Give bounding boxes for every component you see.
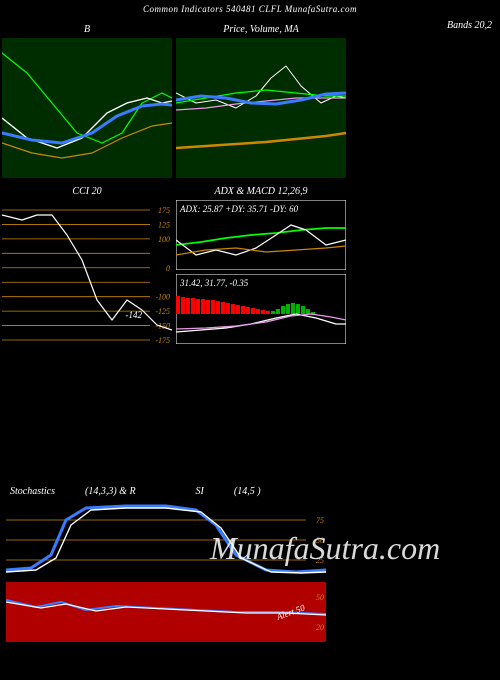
- chart-adx: ADX: 25.87 +DY: 35.71 -DY: 60: [176, 200, 346, 270]
- panel-bb: B: [2, 22, 172, 178]
- panel-price: Price, Volume, MA: [176, 22, 346, 178]
- svg-text:50: 50: [316, 593, 324, 602]
- svg-text:31.42, 31.77, -0.35: 31.42, 31.77, -0.35: [179, 278, 249, 288]
- svg-text:-175: -175: [155, 336, 170, 345]
- stoch-label-right: (14,5 ): [234, 484, 261, 500]
- chart-rsi: 5020Alert 50: [6, 582, 326, 642]
- svg-text:75: 75: [316, 516, 324, 525]
- svg-text:25: 25: [316, 556, 324, 565]
- svg-text:0: 0: [166, 264, 170, 273]
- svg-text:125: 125: [158, 220, 170, 229]
- panel-stoch: Stochastics (14,3,3) & R SI (14,5 ) 75 50…: [6, 484, 498, 580]
- title-price: Price, Volume, MA: [176, 22, 346, 38]
- panel-rsi: 5020Alert 50: [6, 582, 498, 642]
- title-cci: CCI 20: [2, 184, 172, 200]
- chart-price: [176, 38, 346, 178]
- chart-macd: 31.42, 31.77, -0.35: [176, 274, 346, 344]
- svg-text:ADX: 25.87 +DY: 35.71 -DY: 60: ADX: 25.87 +DY: 35.71 -DY: 60: [179, 204, 299, 214]
- title-adx: ADX & MACD 12,26,9: [176, 184, 346, 200]
- panel-adx-macd: ADX & MACD 12,26,9 ADX: 25.87 +DY: 35.71…: [176, 184, 346, 350]
- svg-text:-100: -100: [155, 293, 170, 302]
- panel-cci: CCI 20 1751251000-100-125-150-175-142: [2, 184, 172, 350]
- svg-text:175: 175: [158, 206, 170, 215]
- svg-text:20: 20: [316, 623, 324, 632]
- svg-text:-142: -142: [126, 310, 143, 320]
- stoch-label-si: SI: [196, 484, 204, 500]
- bands-label: Bands 20,2: [447, 20, 492, 31]
- stoch-label-left: Stochastics: [10, 484, 55, 500]
- chart-bb: [2, 38, 172, 178]
- title-bb: B: [2, 22, 172, 38]
- svg-text:100: 100: [158, 235, 170, 244]
- title-stoch: Stochastics (14,3,3) & R SI (14,5 ): [6, 484, 498, 500]
- chart-stoch: 75 50 25: [6, 500, 326, 580]
- svg-text:-125: -125: [155, 307, 170, 316]
- stoch-label-mid: (14,3,3) & R: [85, 484, 136, 500]
- page-header: Common Indicators 540481 CLFL MunafaSutr…: [0, 0, 500, 18]
- chart-cci: 1751251000-100-125-150-175-142: [2, 200, 172, 350]
- svg-text:50: 50: [316, 536, 324, 545]
